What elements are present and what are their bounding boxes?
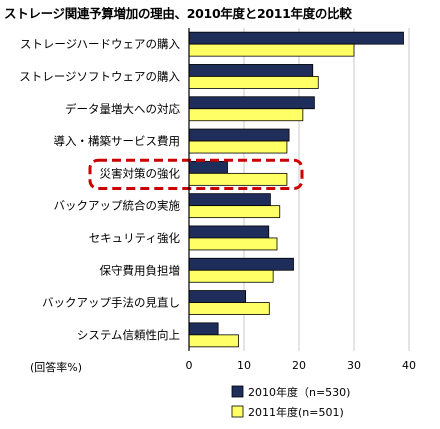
- bar-series1: [188, 64, 314, 77]
- x-tick-label: 0: [186, 359, 193, 372]
- bar-series1: [188, 96, 315, 110]
- bar-series2: [188, 205, 281, 219]
- bar-series2: [188, 43, 355, 57]
- x-tick-label: 30: [347, 359, 361, 372]
- category-label: 災害対策の強化: [100, 166, 181, 180]
- category-label: データ量増大への対応: [65, 102, 180, 116]
- category-label: セキュリティ強化: [89, 231, 181, 245]
- bar-series2: [188, 76, 319, 89]
- bar-series2: [188, 172, 288, 186]
- chart-title: ストレージ関連予算増加の理由、2010年度と2011年度の比較: [4, 6, 352, 21]
- plot-area: 0 10 20 30 40 ストレージハードウェアの購入ストレージソフトウェアの購入データ…: [19, 28, 416, 419]
- category-label: 保守費用負担増: [100, 263, 181, 277]
- legend-swatch-series2: [231, 405, 244, 418]
- bar-series1: [188, 225, 270, 239]
- bar-series1: [188, 31, 404, 45]
- bar-series1: [188, 160, 228, 174]
- legend-label: 2010年度（n=530): [248, 385, 350, 399]
- bar-series2: [188, 108, 304, 122]
- x-tick-label: 40: [402, 359, 416, 372]
- category-label: ストレージハードウェアの購入: [20, 37, 181, 51]
- bar-series2: [188, 140, 288, 154]
- bar-series2: [188, 302, 270, 315]
- category-label: ストレージソフトウェアの購入: [19, 69, 180, 83]
- category-label: バックアップ統合の実施: [54, 199, 181, 213]
- bar-series1: [188, 193, 271, 207]
- highlight-box: [88, 158, 304, 190]
- unit-label: (回答率%): [30, 360, 82, 374]
- bar-series2: [188, 269, 274, 283]
- category-label: 導入・構築サービス費用: [54, 134, 181, 148]
- x-tick-label: 10: [237, 359, 251, 372]
- legend-swatch-series1: [231, 385, 244, 398]
- bar-series1: [188, 128, 290, 142]
- category-label: バックアップ手法の見直し: [42, 296, 180, 310]
- bar-series1: [188, 290, 247, 303]
- category-label: システム信頼性向上: [77, 328, 180, 342]
- legend-label: 2011年度(n=501): [248, 405, 344, 419]
- bar-series2: [188, 334, 239, 348]
- x-tick-label: 20: [292, 359, 306, 372]
- bar-series2: [188, 237, 278, 251]
- bar-series1: [188, 322, 219, 336]
- bar-series1: [188, 257, 294, 271]
